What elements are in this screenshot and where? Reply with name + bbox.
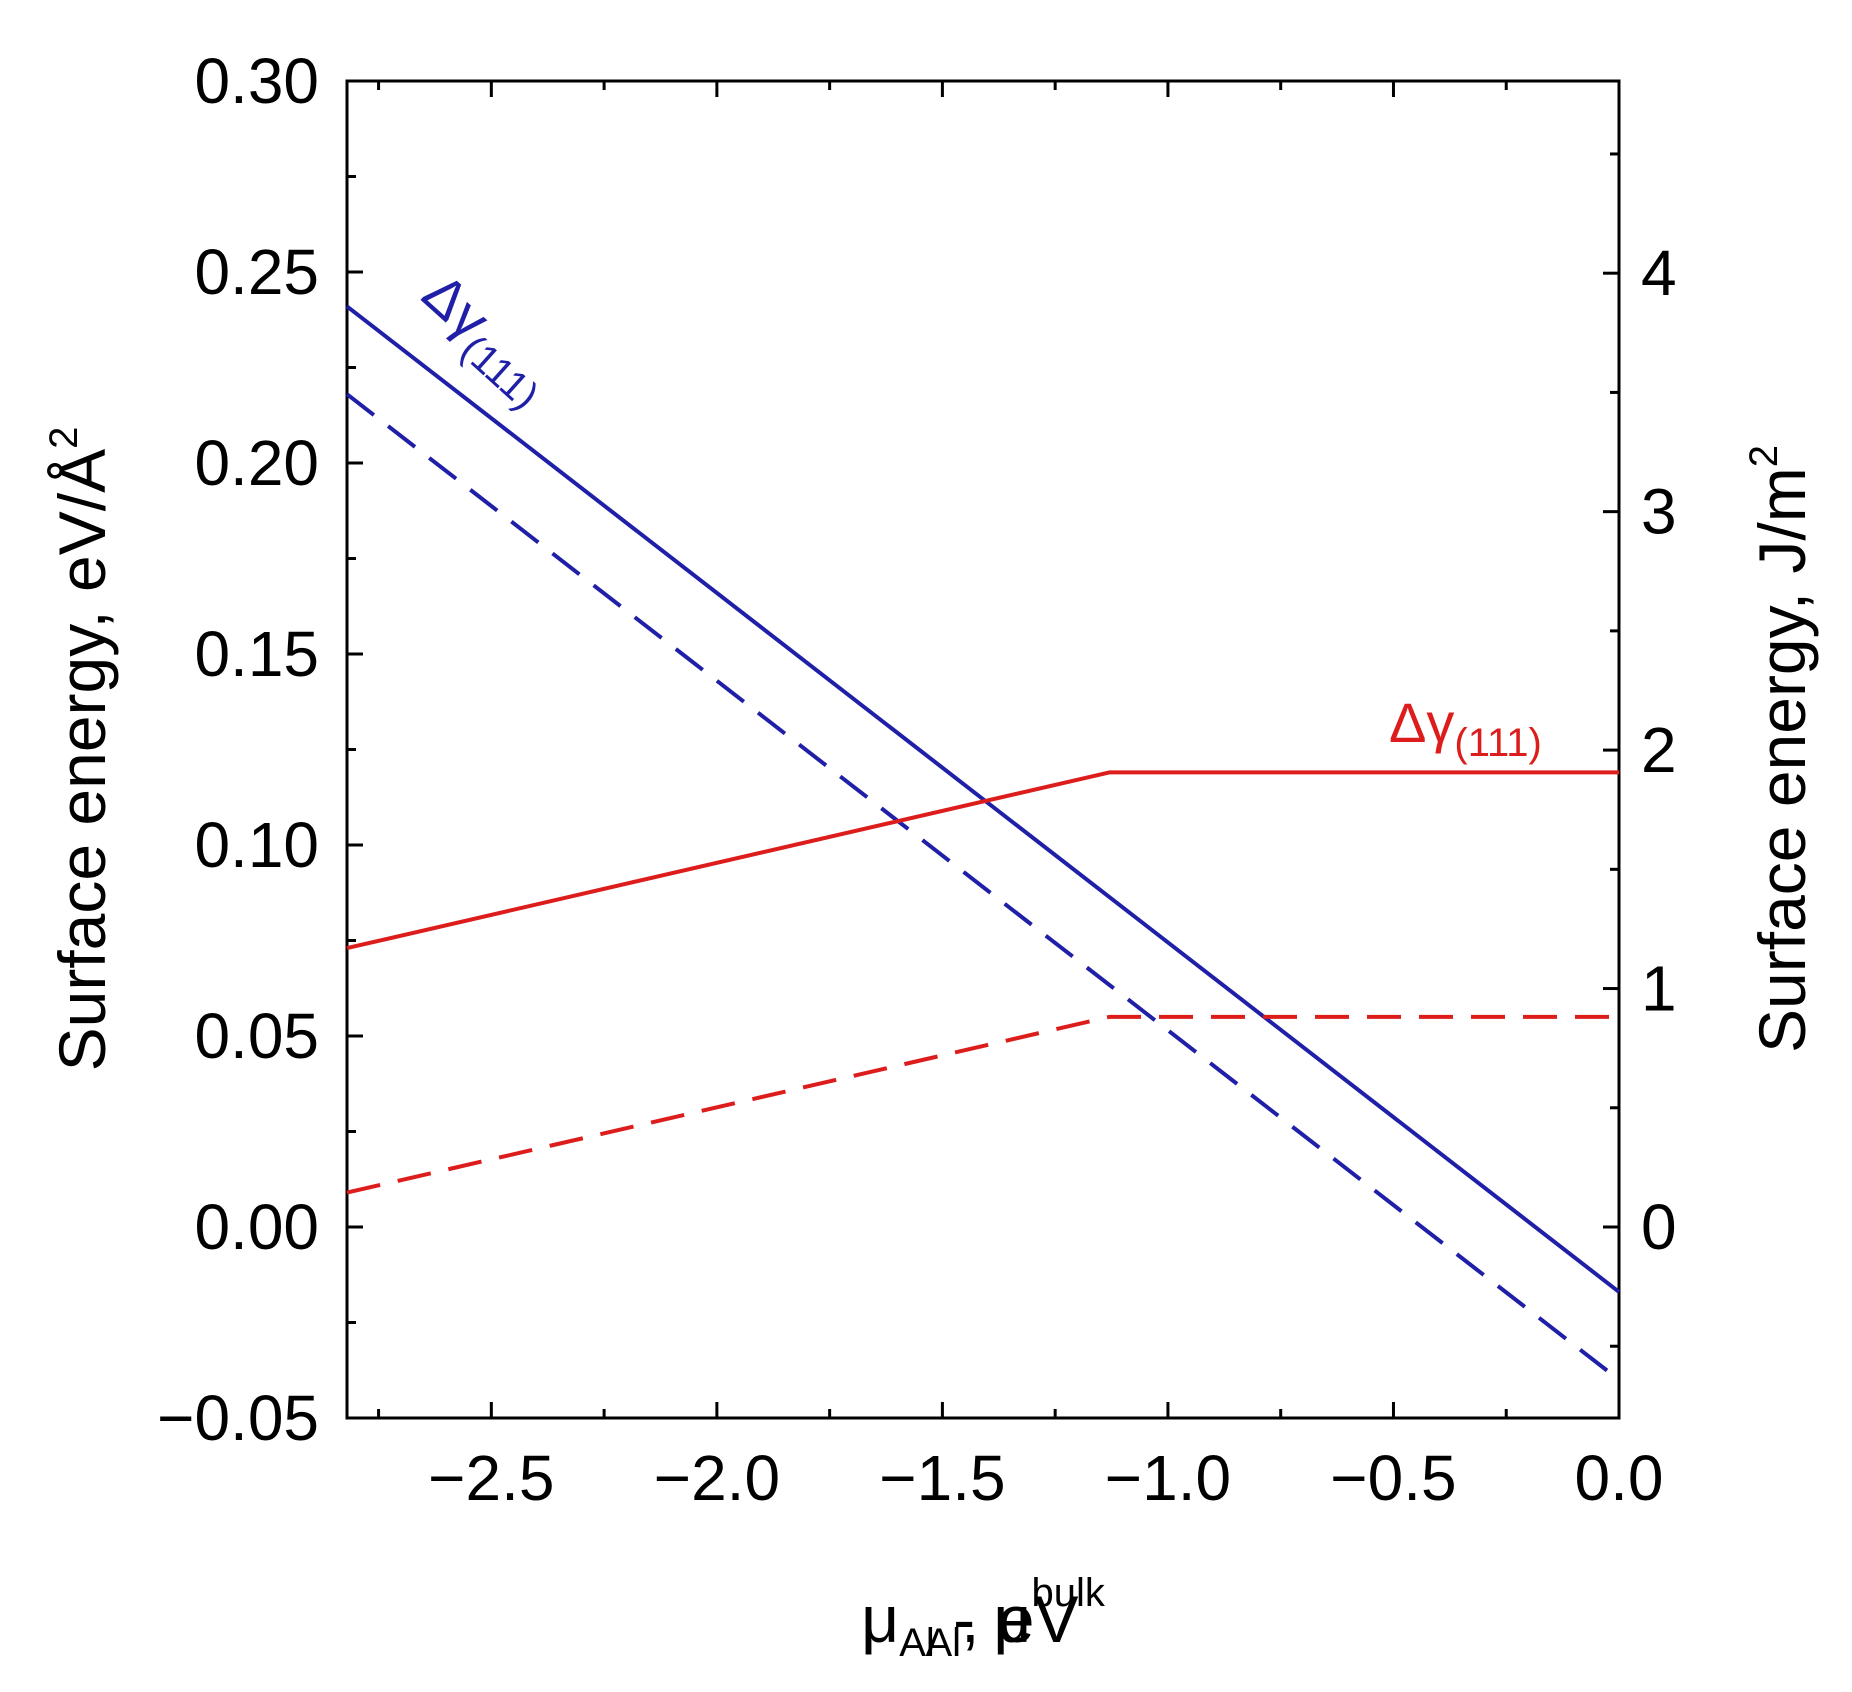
x-title-prefix: μ bbox=[861, 1582, 899, 1656]
red-annotation-symbol: Δγ bbox=[1389, 691, 1454, 754]
y-left-title-sup: 2 bbox=[42, 427, 86, 449]
annotation-layer: Δγ(111)Δγ(111) bbox=[404, 261, 1542, 765]
x-axis-title: μAl - μbulk Al, eV bbox=[861, 1571, 1106, 1665]
x-tick-label: −2.5 bbox=[428, 1442, 554, 1514]
y-right-tick-label: 1 bbox=[1641, 953, 1677, 1025]
x-title-middle: - μ bbox=[935, 1582, 1032, 1656]
y-left-title-text: Surface energy, eV/Å bbox=[45, 449, 119, 1071]
x-tick-label: −0.5 bbox=[1330, 1442, 1456, 1514]
y-left-axis-title: Surface energy, eV/Å2 bbox=[42, 427, 119, 1072]
y-right-tick-label: 4 bbox=[1641, 237, 1677, 309]
y-right-tick-label: 3 bbox=[1641, 476, 1677, 548]
x-axis: −2.5 −2.0 −1.5 −1.0 −0.5 0.0 bbox=[377, 81, 1664, 1514]
y-right-tick-label: 2 bbox=[1641, 714, 1677, 786]
y-left-tick-label: 0.10 bbox=[194, 809, 319, 881]
y-left-tick-label: 0.20 bbox=[194, 427, 319, 499]
series-line-red-dashed bbox=[346, 1014, 1619, 1195]
y-left-tick-label: 0.05 bbox=[194, 1000, 319, 1072]
x-tick-label: 0.0 bbox=[1575, 1442, 1664, 1514]
y-axis-left: −0.05 0.00 0.05 0.10 0.15 0.20 0.25 0.30 bbox=[157, 45, 363, 1454]
y-left-tick-label: 0.25 bbox=[194, 236, 319, 308]
blue-annotation: Δγ(111) bbox=[404, 261, 567, 418]
y-left-tick-label: −0.05 bbox=[157, 1382, 319, 1454]
y-axis-right: 0 1 2 3 4 bbox=[1603, 152, 1677, 1348]
y-left-tick-label: 0.30 bbox=[194, 45, 319, 117]
y-right-axis-title: Surface energy, J/m2 bbox=[1742, 445, 1819, 1053]
series-line-blue-dashed bbox=[345, 392, 1621, 1382]
y-right-tick-label: 0 bbox=[1641, 1191, 1677, 1263]
y-right-title-text: Surface energy, J/m bbox=[1745, 467, 1819, 1053]
x-tick-label: −1.5 bbox=[879, 1442, 1005, 1514]
series-layer bbox=[345, 304, 1621, 1382]
x-title-suffix: , eV bbox=[961, 1582, 1078, 1656]
y-left-tick-label: 0.00 bbox=[194, 1191, 319, 1263]
x-title-sub2: Al bbox=[926, 1621, 962, 1665]
x-tick-label: −2.0 bbox=[654, 1442, 780, 1514]
x-title-sup2: bulk bbox=[1031, 1571, 1105, 1615]
y-left-tick-label: 0.15 bbox=[194, 618, 319, 690]
series-line-blue-solid bbox=[345, 304, 1621, 1294]
red-annotation-subscript: (111) bbox=[1454, 721, 1541, 765]
x-title-sub1: Al bbox=[899, 1621, 935, 1665]
series-line-red-solid bbox=[346, 770, 1619, 951]
red-annotation: Δγ(111) bbox=[1389, 691, 1542, 765]
y-right-title-sup: 2 bbox=[1742, 445, 1786, 467]
x-tick-label: −1.0 bbox=[1105, 1442, 1231, 1514]
